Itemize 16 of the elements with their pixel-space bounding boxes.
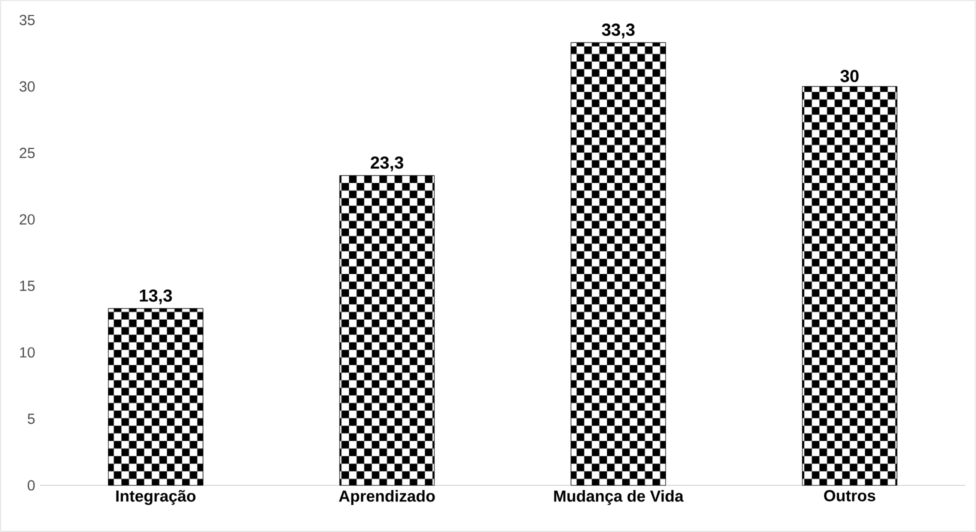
y-tick-label: 20 [20, 214, 35, 225]
y-tick-label: 35 [20, 14, 35, 26]
data-label: 23,3 [370, 156, 404, 172]
y-tick-label: 15 [20, 280, 35, 292]
y-tick-label: 25 [20, 148, 35, 158]
data-label: 13,3 [140, 289, 172, 304]
y-tick-label: 5 [28, 414, 35, 424]
data-label: 30 [840, 70, 859, 82]
x-tick-label: Outros [824, 490, 876, 502]
x-tick-label: Mudança de Vida [554, 490, 684, 505]
data-label: 33,3 [602, 24, 635, 38]
x-tick-label: Integração [116, 490, 196, 505]
y-tick-label: 10 [20, 347, 35, 358]
x-tick-label: Aprendizado [338, 490, 435, 505]
y-tick-label: 0 [28, 480, 35, 491]
y-tick-label: 30 [20, 81, 35, 92]
